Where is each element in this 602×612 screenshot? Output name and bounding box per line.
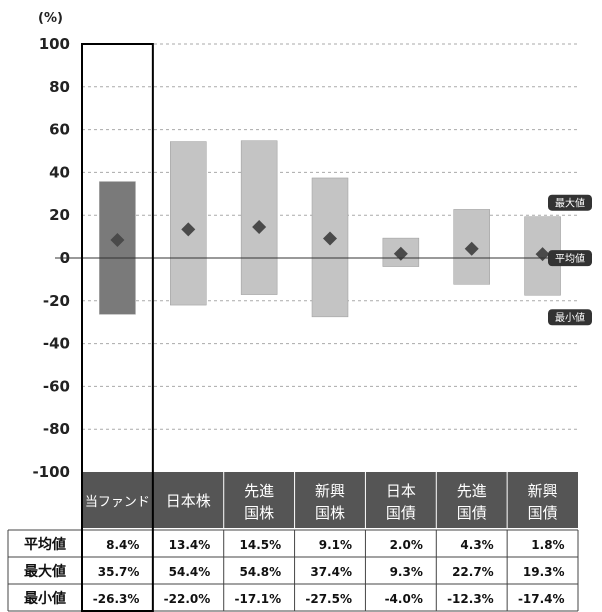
y-tick-label: -80: [43, 420, 70, 438]
y-tick-label: 80: [49, 78, 70, 96]
table-cell: 8.4%: [106, 538, 139, 552]
range-bar: [311, 177, 349, 318]
average-marker: [464, 241, 479, 256]
average-marker: [252, 219, 267, 234]
table-cell: 4.3%: [460, 538, 493, 552]
legend-badge: [548, 250, 592, 267]
table-cell: 22.7%: [452, 565, 494, 579]
table-cell: 35.7%: [98, 565, 140, 579]
category-label: 国株: [244, 504, 274, 522]
fund-highlight-frame: [81, 43, 154, 612]
category-label: 国債: [386, 504, 416, 522]
legend-badge: [548, 194, 592, 211]
table-row-label: 最小値: [24, 590, 66, 607]
category-label: 当ファンド: [85, 495, 150, 510]
average-marker: [181, 222, 196, 237]
category-label: 日本: [386, 482, 416, 500]
table-cell: 54.8%: [240, 565, 282, 579]
table-cell: 13.4%: [169, 538, 211, 552]
table-cell: -4.0%: [385, 592, 423, 606]
table-cell: -17.1%: [235, 592, 282, 606]
table-row-label: 最大値: [24, 563, 66, 580]
table-cell: 19.3%: [523, 565, 565, 579]
y-tick-label: 20: [49, 206, 70, 224]
category-band: [82, 472, 578, 528]
legend-label: 最大値: [555, 197, 585, 210]
average-marker: [323, 231, 337, 246]
category-label: 国債: [528, 504, 558, 522]
table-cell: 9.1%: [319, 538, 352, 552]
y-tick-label: 60: [49, 121, 70, 139]
table-cell: 2.0%: [390, 538, 423, 552]
table-cell: -12.3%: [447, 592, 494, 606]
legend-label: 最小値: [555, 311, 585, 324]
category-label: 新興: [315, 482, 345, 500]
range-bar: [99, 181, 136, 315]
category-label: 先進: [457, 482, 487, 500]
table-cell: 1.8%: [531, 538, 564, 552]
average-marker: [535, 247, 550, 262]
y-tick-label: -40: [43, 335, 70, 353]
table-cell: -17.4%: [518, 592, 565, 606]
table-cell: -22.0%: [164, 592, 211, 606]
y-tick-label: 100: [39, 35, 70, 53]
category-label: 先進: [244, 482, 274, 500]
y-tick-label: 40: [49, 163, 70, 181]
table-cell: -27.5%: [305, 592, 352, 606]
y-tick-label: -100: [32, 463, 70, 481]
table-cell: 9.3%: [390, 565, 423, 579]
table-cell: 14.5%: [240, 538, 282, 552]
range-bar: [240, 140, 278, 295]
category-label: 国株: [315, 504, 345, 522]
legend-badge: [548, 309, 592, 326]
category-label: 新興: [528, 482, 558, 500]
category-label: 国債: [457, 504, 487, 522]
unit-label: (%): [38, 11, 63, 26]
category-label: 日本株: [166, 492, 211, 510]
average-marker: [393, 246, 408, 261]
table-cell: 54.4%: [169, 565, 211, 579]
table-cell: 37.4%: [310, 565, 352, 579]
y-tick-label: -20: [43, 292, 70, 310]
range-bar: [170, 141, 207, 306]
average-marker: [110, 233, 125, 248]
legend-label: 平均値: [555, 252, 585, 265]
y-tick-label: -60: [43, 377, 70, 395]
table-cell: -26.3%: [93, 592, 140, 606]
table-row-label: 平均値: [24, 536, 66, 553]
